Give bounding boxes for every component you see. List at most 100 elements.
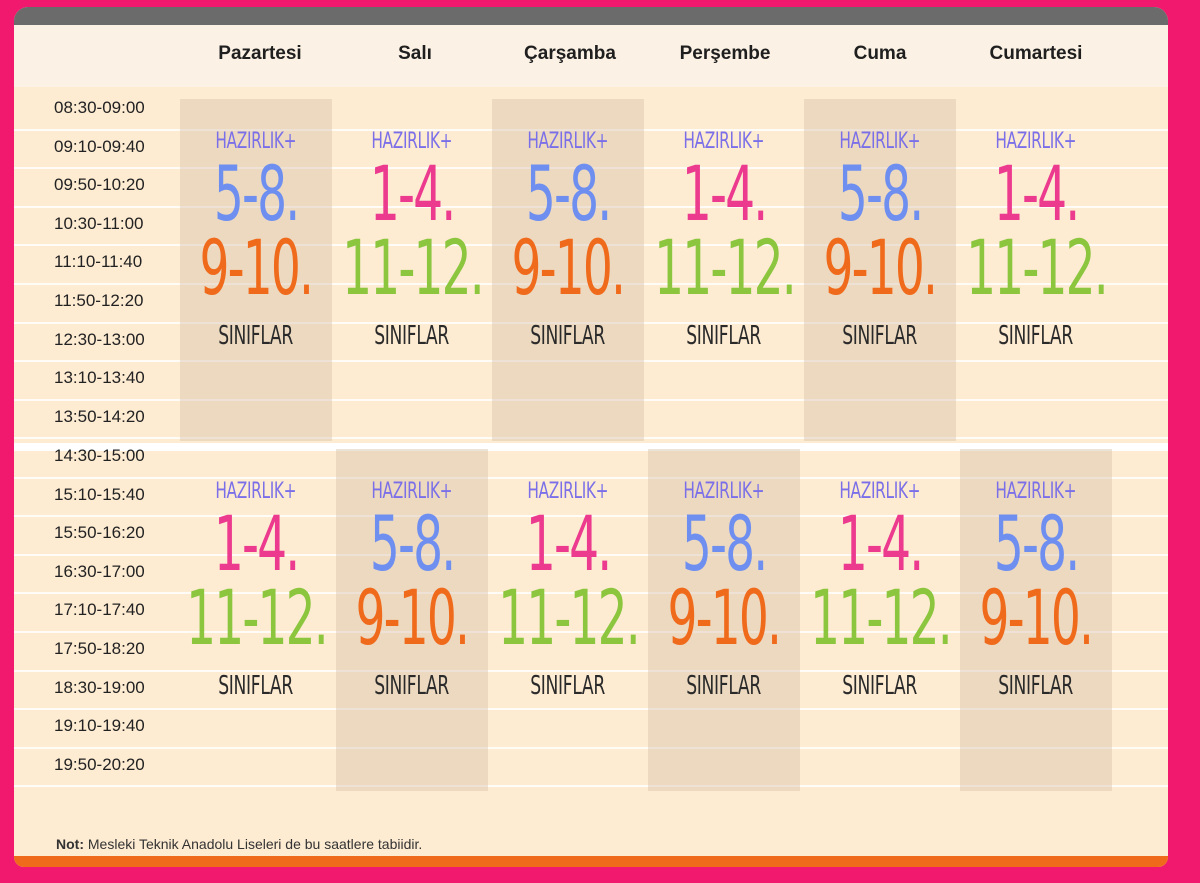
hazirlik-label: HAZIRLIK+ xyxy=(527,129,609,154)
grade-range-second: 11-12. xyxy=(497,573,641,662)
row-stripe xyxy=(14,592,1168,595)
hazirlik-label: HAZIRLIK+ xyxy=(371,129,453,154)
class-cell: HAZIRLIK+ 1-4. 11-12. SINIFLAR xyxy=(180,449,332,791)
row-stripe xyxy=(14,631,1168,633)
day-header: Cumartesi xyxy=(989,43,1083,64)
row-stripe xyxy=(14,360,1168,363)
time-slot: 18:30-19:00 xyxy=(54,677,145,697)
time-slot: 09:50-10:20 xyxy=(54,175,145,195)
hazirlik-label: HAZIRLIK+ xyxy=(683,129,765,154)
row-stripe xyxy=(14,785,1168,788)
grade-range-second: 9-10. xyxy=(355,573,470,662)
time-slot: 10:30-11:00 xyxy=(54,213,144,233)
grade-range-second: 11-12. xyxy=(341,223,485,312)
grade-range-second: 9-10. xyxy=(667,573,782,662)
time-slot: 15:50-16:20 xyxy=(54,523,145,543)
top-bar xyxy=(14,7,1168,25)
footnote-label: Not: xyxy=(56,836,84,852)
hazirlik-label: HAZIRLIK+ xyxy=(839,129,921,154)
day-header: Salı xyxy=(398,43,432,64)
grade-range-second: 9-10. xyxy=(511,223,626,312)
class-cell: HAZIRLIK+ 5-8. 9-10. SINIFLAR xyxy=(648,449,800,791)
siniflar-label: SINIFLAR xyxy=(374,671,450,701)
time-slot: 09:10-09:40 xyxy=(54,136,145,156)
row-stripe xyxy=(14,244,1168,247)
row-stripe xyxy=(14,746,1168,749)
siniflar-label: SINIFLAR xyxy=(218,671,294,701)
grade-range-second: 11-12. xyxy=(185,573,329,662)
hazirlik-label: HAZIRLIK+ xyxy=(839,479,921,504)
time-slot: 15:10-15:40 xyxy=(54,484,145,504)
time-slot: 11:10-11:40 xyxy=(54,252,143,272)
row-stripe xyxy=(14,167,1168,170)
time-slot: 11:50-12:20 xyxy=(54,291,144,310)
hazirlik-label: HAZIRLIK+ xyxy=(995,479,1077,504)
siniflar-label: SINIFLAR xyxy=(998,321,1074,351)
time-slot: 17:50-18:20 xyxy=(54,639,145,658)
row-stripe xyxy=(14,515,1168,518)
class-cell: HAZIRLIK+ 5-8. 9-10. SINIFLAR xyxy=(180,99,332,441)
siniflar-label: SINIFLAR xyxy=(374,321,450,351)
siniflar-label: SINIFLAR xyxy=(218,321,294,351)
siniflar-label: SINIFLAR xyxy=(530,321,606,351)
siniflar-label: SINIFLAR xyxy=(842,671,918,701)
class-cell: HAZIRLIK+ 1-4. 11-12. SINIFLAR xyxy=(804,449,956,791)
grade-range-first: 5-8. xyxy=(369,499,456,588)
grade-range-second: 11-12. xyxy=(653,223,797,312)
siniflar-label: SINIFLAR xyxy=(686,671,762,701)
row-stripe xyxy=(14,205,1168,208)
siniflar-label: SINIFLAR xyxy=(998,671,1074,701)
grade-range-first: 5-8. xyxy=(525,149,612,238)
grade-range-first: 1-4. xyxy=(525,499,612,588)
row-stripe xyxy=(14,553,1168,556)
class-cell: HAZIRLIK+ 5-8. 9-10. SINIFLAR xyxy=(492,99,644,441)
time-slot: 16:30-17:00 xyxy=(54,561,145,581)
row-stripe xyxy=(14,283,1168,285)
time-slot: 12:30-13:00 xyxy=(54,329,145,349)
day-header: Perşembe xyxy=(679,43,771,64)
grade-range-first: 1-4. xyxy=(213,499,300,588)
hazirlik-label: HAZIRLIK+ xyxy=(371,479,453,504)
time-slot: 17:10-17:40 xyxy=(54,600,145,620)
hazirlik-label: HAZIRLIK+ xyxy=(527,479,609,504)
day-header: Cuma xyxy=(853,43,907,64)
row-stripe xyxy=(14,321,1168,324)
siniflar-label: SINIFLAR xyxy=(530,671,606,701)
time-slot: 13:50-14:20 xyxy=(54,406,145,426)
class-cell: HAZIRLIK+ 5-8. 9-10. SINIFLAR xyxy=(960,449,1112,791)
class-cell: HAZIRLIK+ 5-8. 9-10. SINIFLAR xyxy=(804,99,956,441)
footnote: Not: Mesleki Teknik Anadolu Liseleri de … xyxy=(56,836,422,852)
time-slot: 14:30-15:00 xyxy=(54,446,145,465)
grade-range-first: 5-8. xyxy=(993,499,1080,588)
class-cell: HAZIRLIK+ 1-4. 11-12. SINIFLAR xyxy=(336,99,488,441)
grade-range-first: 1-4. xyxy=(681,149,768,238)
session-divider xyxy=(14,443,1168,451)
time-slot: 19:10-19:40 xyxy=(54,716,145,736)
siniflar-label: SINIFLAR xyxy=(842,321,918,351)
siniflar-label: SINIFLAR xyxy=(686,321,762,351)
day-header: Çarşamba xyxy=(524,43,616,64)
hazirlik-label: HAZIRLIK+ xyxy=(995,129,1077,154)
row-stripe xyxy=(14,398,1168,401)
header-row xyxy=(14,25,1168,87)
class-cell: HAZIRLIK+ 1-4. 11-12. SINIFLAR xyxy=(960,99,1112,441)
footnote-text: Mesleki Teknik Anadolu Liseleri de bu sa… xyxy=(84,836,423,852)
class-cell: HAZIRLIK+ 1-4. 11-12. SINIFLAR xyxy=(648,99,800,441)
hazirlik-label: HAZIRLIK+ xyxy=(215,479,297,504)
grade-range-first: 5-8. xyxy=(837,149,924,238)
schedule-card: Pazartesi Salı Çarşamba Perşembe Cuma Cumarte… xyxy=(14,7,1168,867)
grade-range-second: 11-12. xyxy=(809,573,953,662)
row-stripe xyxy=(14,708,1168,711)
grade-range-first: 5-8. xyxy=(681,499,768,588)
grade-range-first: 1-4. xyxy=(837,499,924,588)
grade-range-first: 1-4. xyxy=(993,149,1080,238)
class-cell: HAZIRLIK+ 5-8. 9-10. SINIFLAR xyxy=(336,449,488,791)
grade-range-second: 9-10. xyxy=(979,573,1094,662)
grade-range-first: 1-4. xyxy=(369,149,456,238)
day-header: Pazartesi xyxy=(218,43,302,64)
row-stripe xyxy=(14,476,1168,479)
hazirlik-label: HAZIRLIK+ xyxy=(683,479,765,504)
row-stripe xyxy=(14,437,1168,440)
time-slot: 13:10-13:40 xyxy=(54,368,145,388)
row-stripe xyxy=(14,669,1168,672)
